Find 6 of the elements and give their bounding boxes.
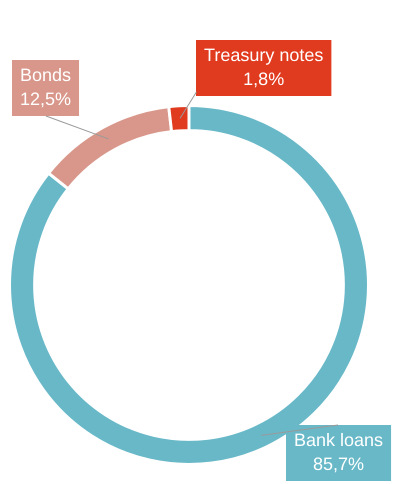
data-label: 85,7% bbox=[313, 454, 364, 474]
slice-label: Treasury notes bbox=[204, 44, 324, 65]
slice-label: Bonds bbox=[20, 64, 72, 85]
data-label: 12,5% bbox=[20, 88, 72, 109]
data-label: 1,8% bbox=[243, 68, 284, 89]
slice-label: Bank loans bbox=[294, 430, 384, 450]
